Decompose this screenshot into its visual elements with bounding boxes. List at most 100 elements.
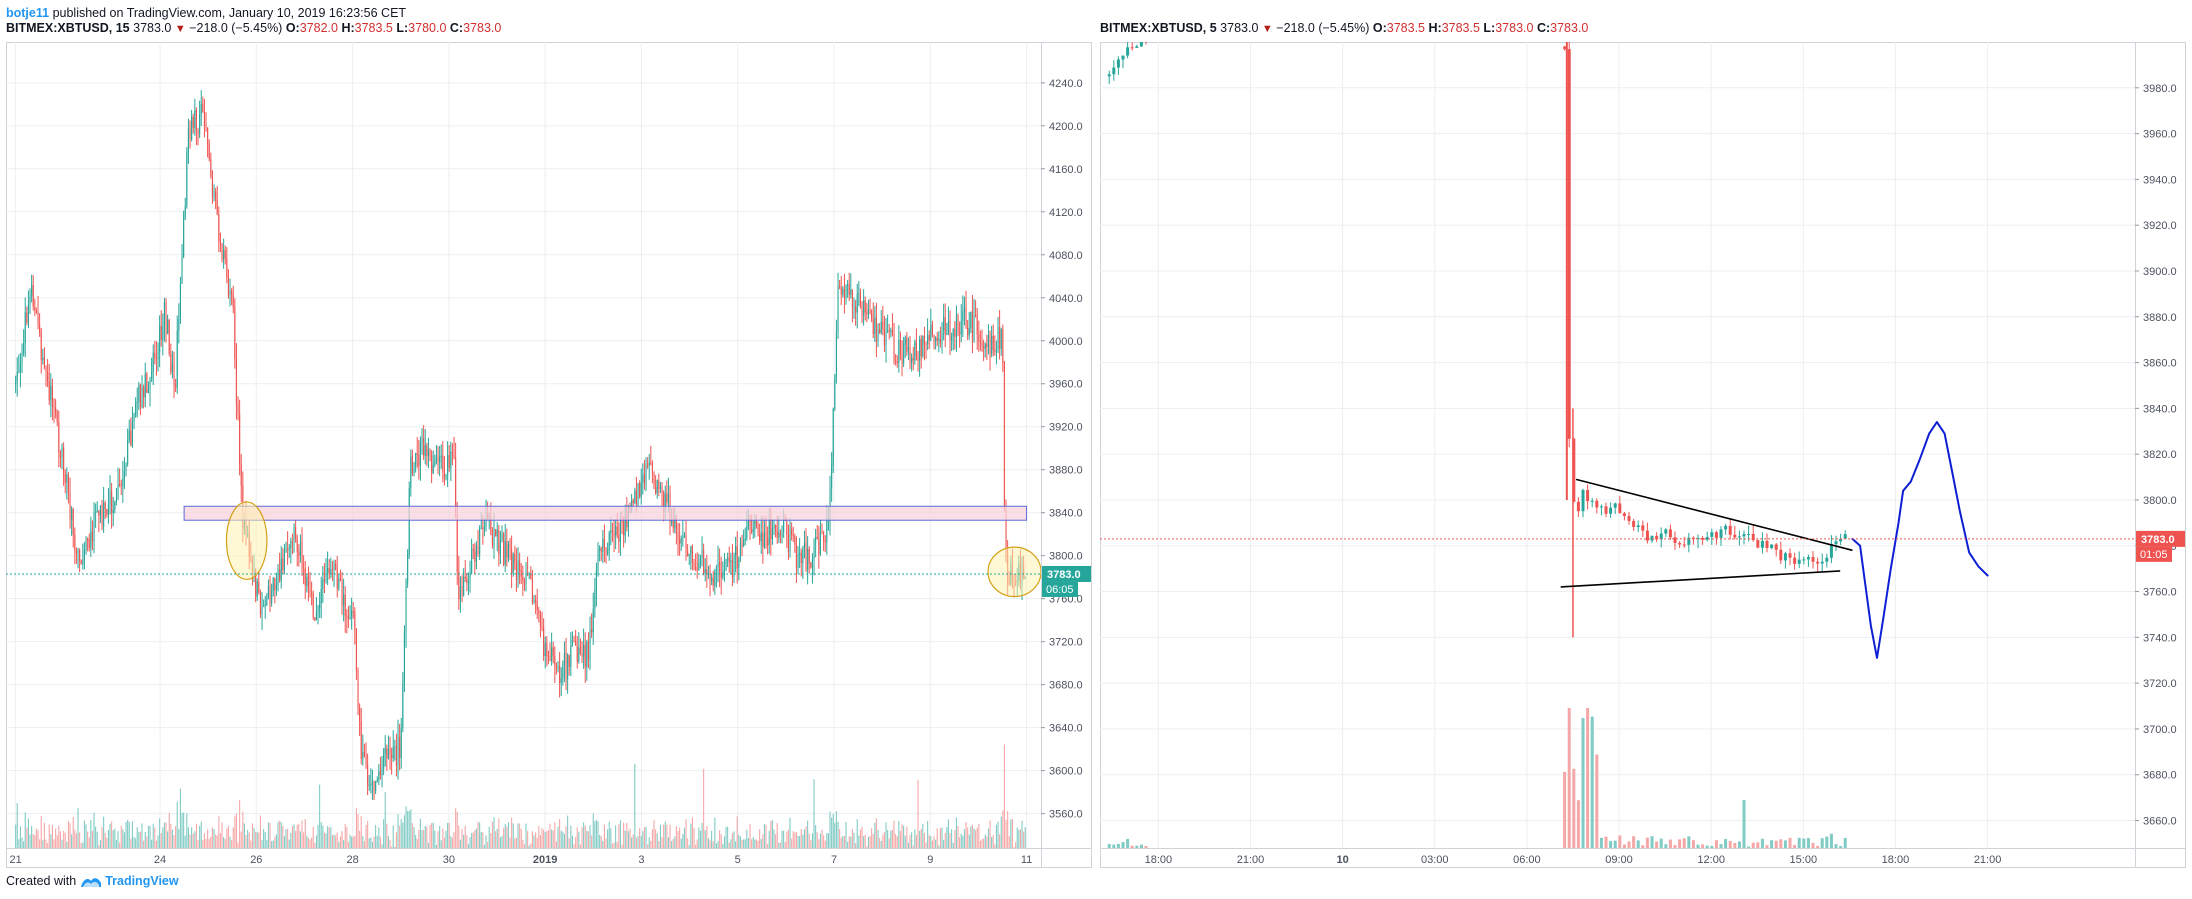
time-tick-label: 09:00 bbox=[1605, 854, 1633, 866]
volume-bar bbox=[712, 841, 714, 848]
left-chart-pane[interactable]: 4240.0 4200.0 4160.0 4120.0 4080.0 4040.0 4000… bbox=[6, 42, 1092, 868]
candle-body bbox=[935, 337, 937, 342]
candle-body bbox=[1839, 538, 1843, 542]
candle-body bbox=[309, 588, 311, 593]
candle-body bbox=[835, 332, 837, 378]
candle-body bbox=[258, 581, 260, 594]
candle-body bbox=[104, 502, 106, 510]
volume-bar bbox=[456, 811, 458, 848]
volume-bar bbox=[258, 832, 260, 848]
candle-body bbox=[771, 528, 773, 540]
right-chart-pane[interactable]: 3980.0 3960.0 3940.0 3920.0 3900.0 3880.0 3860… bbox=[1100, 42, 2186, 868]
candle-body bbox=[667, 493, 669, 503]
candle-body bbox=[917, 357, 919, 361]
volume-bar bbox=[850, 836, 852, 848]
volume-bar bbox=[731, 833, 733, 848]
time-tick-label: 18:00 bbox=[1145, 854, 1173, 866]
volume-bar bbox=[498, 818, 500, 848]
candle-body bbox=[320, 589, 322, 604]
candle-body bbox=[751, 529, 753, 532]
candle-body bbox=[143, 386, 145, 398]
volume-bar bbox=[1139, 844, 1143, 848]
last-price-tag-label: 3783.0 bbox=[2141, 534, 2175, 546]
time-tick-label: 03:00 bbox=[1421, 854, 1449, 866]
volume-bar bbox=[823, 835, 825, 848]
right-symbol[interactable]: BITMEX:XBTUSD, 5 bbox=[1100, 21, 1217, 35]
volume-bar bbox=[280, 821, 282, 848]
volume-bar bbox=[514, 838, 516, 848]
candle-body bbox=[413, 465, 415, 474]
candle-body bbox=[1760, 540, 1764, 548]
volume-bar bbox=[467, 844, 469, 848]
candle-body bbox=[29, 296, 31, 305]
candle-body bbox=[663, 492, 665, 512]
candle-body bbox=[171, 363, 173, 373]
candle-body bbox=[1825, 557, 1829, 562]
candle-body bbox=[848, 284, 850, 295]
volume-bar bbox=[909, 835, 911, 848]
volume-bar bbox=[608, 821, 610, 848]
volume-bar bbox=[962, 835, 964, 848]
left-symbol[interactable]: BITMEX:XBTUSD, 15 bbox=[6, 21, 130, 35]
candle-body bbox=[739, 542, 741, 558]
candle-body bbox=[847, 284, 849, 286]
volume-bar bbox=[184, 835, 186, 848]
volume-bar bbox=[474, 829, 476, 848]
candle-body bbox=[1627, 515, 1631, 521]
candle-body bbox=[405, 582, 407, 633]
candle-body bbox=[779, 532, 781, 537]
candle-body bbox=[757, 524, 759, 535]
candle-body bbox=[543, 627, 545, 657]
volume-bar bbox=[1733, 843, 1737, 848]
volume-bar bbox=[791, 838, 793, 848]
candle-body bbox=[455, 457, 457, 516]
volume-bar bbox=[943, 839, 945, 848]
volume-bar bbox=[322, 825, 324, 848]
tradingview-brand[interactable]: TradingView bbox=[80, 874, 179, 889]
volume-bar bbox=[499, 837, 501, 848]
volume-bar bbox=[845, 821, 847, 848]
candle-body bbox=[858, 292, 860, 294]
volume-bar bbox=[691, 817, 693, 848]
volume-bar bbox=[810, 840, 812, 848]
volume-bar bbox=[576, 827, 578, 848]
candle-body bbox=[170, 353, 172, 373]
volume-bar bbox=[775, 834, 777, 848]
volume-bar bbox=[347, 842, 349, 848]
volume-bar bbox=[1021, 820, 1023, 848]
candle-body bbox=[40, 332, 42, 361]
candle-body bbox=[498, 530, 500, 555]
candle-body bbox=[1770, 544, 1774, 549]
candle-body bbox=[719, 561, 721, 573]
price-tick-label: 3720.0 bbox=[2143, 678, 2177, 690]
candle-body bbox=[722, 573, 724, 578]
volume-bar bbox=[583, 822, 585, 848]
volume-bar bbox=[986, 836, 988, 848]
price-tick-label: 3740.0 bbox=[2143, 632, 2177, 644]
volume-bar bbox=[547, 830, 549, 848]
volume-bar bbox=[250, 840, 252, 848]
candle-body bbox=[698, 562, 700, 571]
volume-bar bbox=[18, 839, 20, 848]
volume-bar bbox=[376, 835, 378, 848]
volume-bar bbox=[32, 834, 34, 848]
volume-bar bbox=[448, 822, 450, 848]
candle-body bbox=[26, 312, 28, 323]
volume-bar bbox=[621, 844, 623, 848]
volume-bar bbox=[104, 832, 106, 848]
time-tick-label: 26 bbox=[250, 854, 262, 866]
candle-body bbox=[783, 517, 785, 533]
volume-bar bbox=[531, 831, 533, 848]
volume-bar bbox=[274, 836, 276, 848]
author-link[interactable]: botje11 bbox=[6, 6, 50, 20]
candle-body bbox=[419, 441, 421, 466]
volume-bar bbox=[293, 824, 295, 848]
volume-bar bbox=[618, 824, 620, 848]
candle-body bbox=[594, 590, 596, 609]
candle-body bbox=[968, 327, 970, 336]
candle-body bbox=[504, 541, 506, 565]
candle-body bbox=[1563, 46, 1567, 50]
candle-body bbox=[624, 507, 626, 536]
volume-bar bbox=[72, 816, 74, 848]
candle-body bbox=[210, 159, 212, 176]
